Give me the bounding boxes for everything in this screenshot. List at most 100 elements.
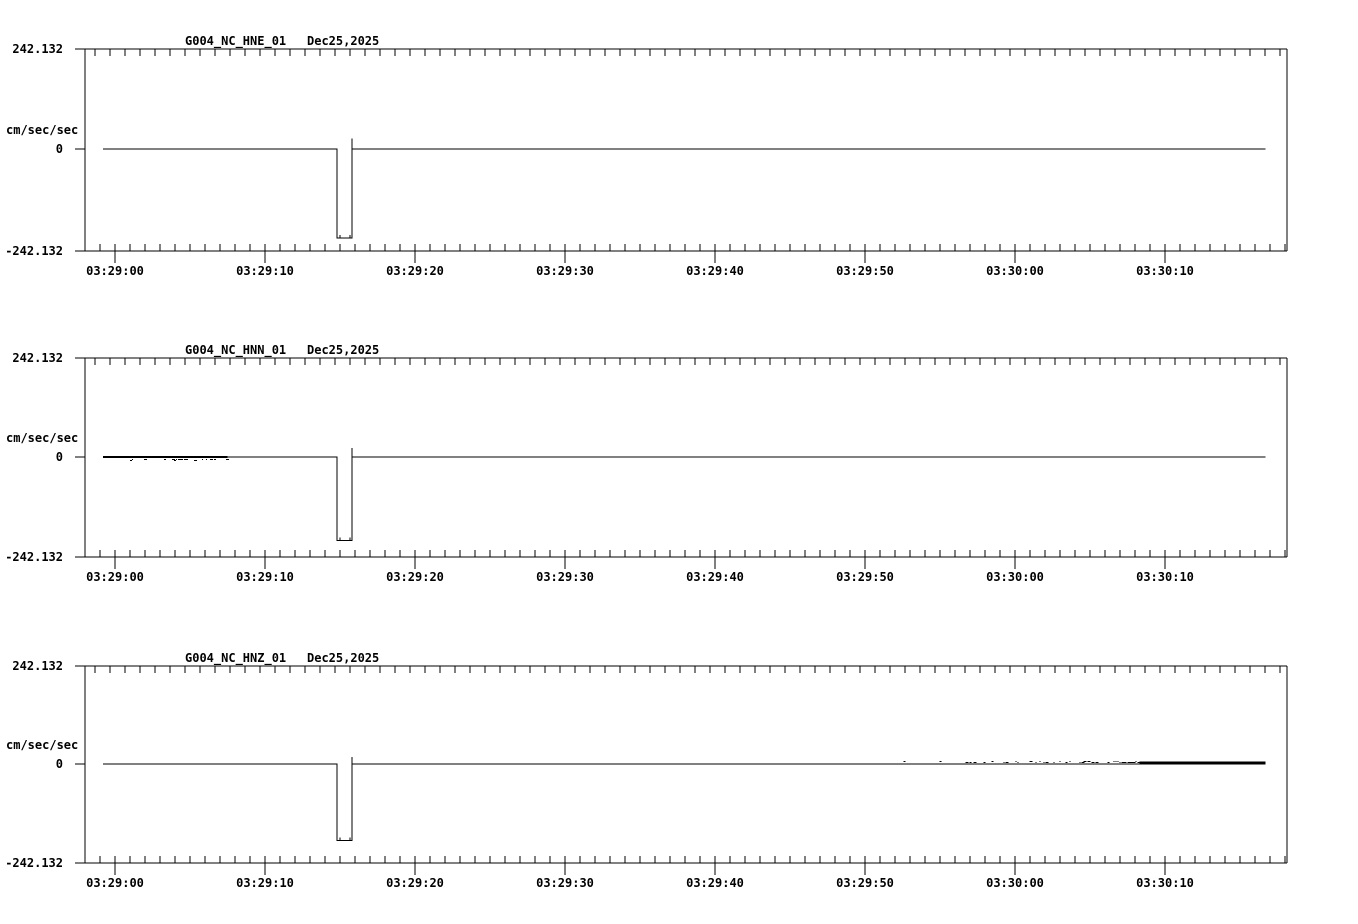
noise-dot [194,460,196,461]
x-tick-label: 03:29:30 [536,876,594,890]
y-axis-min-label: -242.132 [5,550,63,564]
noise-dot [1091,762,1095,763]
x-tick-label: 03:30:00 [986,876,1044,890]
panel-title-station: G004_NC_HNZ_01 [185,651,286,666]
x-tick-label: 03:30:00 [986,570,1044,584]
noise-dot [1043,762,1045,763]
noise-dot [1059,761,1061,762]
noise-dot [1129,762,1133,763]
noise-dot [1131,762,1134,763]
noise-dot [1135,761,1137,762]
noise-dot [130,460,132,461]
noise-dot [1081,762,1085,763]
noise-dot [226,459,229,460]
y-axis-min-label: -242.132 [5,856,63,870]
y-axis-min-label: -242.132 [5,244,63,258]
noise-dot [174,460,176,461]
panel-G004_NC_HNZ_01: 03:29:00 03:29:10 03:29:20 03:29:30 03:29:40… [5,651,1288,890]
y-axis-units-label: cm/sec/sec [6,123,78,137]
x-tick-label: 03:30:00 [986,264,1044,278]
x-tick-label: 03:29:40 [686,570,744,584]
x-tick-label: 03:29:50 [836,876,894,890]
x-tick-label: 03:30:10 [1136,570,1194,584]
noise-dot [210,459,213,460]
noise-dot [1017,762,1019,763]
noise-dot [164,459,166,460]
noise-dot [1115,761,1117,762]
noise-dot [1065,762,1068,763]
y-axis-zero-label: 0 [56,450,63,464]
noise-dot [1127,762,1130,763]
noise-dot [1035,762,1037,763]
noise-dot [1113,761,1115,762]
noise-dot [967,762,969,763]
trace-path [103,757,1266,841]
noise-dot [1005,762,1008,763]
noise-dot [1119,762,1121,763]
trace-path [103,448,1266,541]
x-tick-label: 03:29:40 [686,876,744,890]
noise-dot [132,459,133,460]
noise-dot [1069,761,1071,762]
noise-dot [178,459,180,460]
noise-dot [1079,762,1081,763]
x-tick-label: 03:29:20 [386,876,444,890]
noise-dot [1137,762,1140,763]
x-tick-label: 03:29:10 [236,876,294,890]
noise-dot [903,761,906,762]
panel-title-station: G004_NC_HNN_01 [185,343,286,358]
x-tick-label: 03:29:00 [86,264,144,278]
y-axis-zero-label: 0 [56,142,63,156]
noise-dot [1133,762,1136,763]
noise-dot [172,459,175,460]
noise-dot [973,762,977,763]
noise-dot [180,459,182,460]
x-tick-label: 03:29:10 [236,570,294,584]
panel-G004_NC_HNN_01: 03:29:00 03:29:10 03:29:20 03:29:30 03:29:40… [5,343,1288,584]
x-tick-label: 03:29:20 [386,570,444,584]
noise-dot [1125,762,1127,763]
noise-dot [214,459,216,460]
noise-dot [202,459,203,460]
noise-dot [991,761,994,762]
noise-dot [176,459,177,460]
noise-dot [1087,761,1091,762]
noise-dots [103,456,229,461]
x-tick-label: 03:29:00 [86,570,144,584]
y-axis-units-label: cm/sec/sec [6,738,78,752]
noise-dot [182,459,183,460]
noise-dot [1095,762,1099,763]
noise-dot [1117,761,1119,762]
y-axis-max-label: 242.132 [12,42,63,56]
y-axis-max-label: 242.132 [12,659,63,673]
noise-dot [206,459,207,460]
x-tick-label: 03:29:20 [386,264,444,278]
noise-dot [1039,761,1041,762]
noise-dot [1083,761,1087,762]
x-tick-label: 03:29:30 [536,570,594,584]
x-tick-label: 03:29:00 [86,876,144,890]
noise-dot [144,459,147,460]
noise-dot [1121,762,1124,763]
panel-G004_NC_HNE_01: 03:29:00 03:29:10 03:29:20 03:29:30 03:29:40… [5,34,1288,278]
noise-dot [196,460,197,461]
y-axis-max-label: 242.132 [12,351,63,365]
noise-dot [1053,762,1055,763]
x-tick-label: 03:29:30 [536,264,594,278]
x-tick-label: 03:29:40 [686,264,744,278]
y-axis-units-label: cm/sec/sec [6,431,78,445]
noise-dots [903,761,1266,765]
x-tick-label: 03:30:10 [1136,876,1194,890]
noise-dot [1107,762,1110,763]
x-tick-label: 03:29:50 [836,264,894,278]
panel-title-date: Dec25,2025 [307,343,379,357]
noise-dot [1045,762,1049,763]
x-tick-label: 03:30:10 [1136,264,1194,278]
noise-dot [1029,761,1033,762]
panel-title-date: Dec25,2025 [307,34,379,48]
noise-dot [969,762,972,763]
x-tick-label: 03:29:50 [836,570,894,584]
noise-dot [186,459,188,460]
